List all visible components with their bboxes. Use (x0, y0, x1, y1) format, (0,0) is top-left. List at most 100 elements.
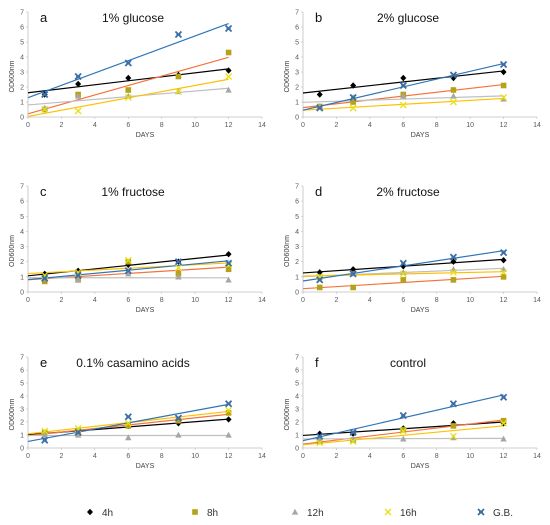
data-point (41, 106, 49, 113)
data-point (400, 435, 407, 442)
y-tick-label: 2 (295, 85, 299, 92)
data-point (124, 419, 132, 427)
data-point (74, 428, 82, 437)
data-point (125, 270, 132, 277)
x-tick-label: 14 (533, 453, 541, 460)
data-point (225, 266, 232, 273)
x-axis-title: DAYS (411, 307, 430, 314)
x-tick-label: 10 (191, 453, 199, 460)
data-point (225, 250, 232, 258)
trendline-12h (302, 95, 504, 103)
y-tick-label: 6 (20, 368, 24, 375)
data-point (449, 268, 457, 276)
x-tick-label: 12 (225, 453, 233, 460)
data-point (175, 431, 182, 438)
panel-title: 1% fructose (101, 185, 165, 199)
data-point (225, 276, 232, 283)
data-point (449, 98, 457, 106)
y-tick-label: 1 (295, 274, 299, 281)
panel-title: 1% glucose (102, 11, 164, 25)
x-tick-label: 6 (401, 297, 405, 304)
trendline-gb (302, 62, 504, 111)
legend-marker (384, 508, 392, 516)
x-tick-label: 4 (93, 122, 97, 129)
data-point (316, 104, 324, 112)
data-point (225, 86, 232, 93)
x-tick-label: 8 (160, 122, 164, 129)
x-tick-label: 2 (59, 122, 63, 129)
legend-marker (192, 509, 198, 515)
y-tick-label: 5 (20, 214, 24, 221)
data-point (124, 256, 132, 264)
series-8h (41, 49, 232, 113)
data-point (74, 107, 82, 115)
trendline-gb (302, 394, 504, 442)
data-point (125, 423, 132, 429)
data-point (400, 269, 407, 275)
x-tick-label: 0 (26, 297, 30, 304)
legend-marker (291, 508, 299, 515)
data-point (41, 431, 48, 438)
data-point (350, 266, 357, 273)
y-tick-label: 6 (295, 25, 299, 32)
trendline-16h (27, 262, 229, 275)
y-tick-label: 4 (295, 229, 299, 236)
x-tick-label: 12 (500, 122, 508, 129)
panel-letter: d (315, 184, 322, 199)
x-tick-label: 0 (301, 297, 305, 304)
data-point (225, 416, 232, 423)
series-4h (316, 68, 507, 98)
data-point (450, 258, 457, 265)
x-tick-label: 6 (401, 453, 405, 460)
series-12h (41, 431, 232, 441)
series-8h (316, 82, 507, 110)
data-point (316, 432, 324, 440)
x-tick-label: 8 (435, 453, 439, 460)
data-point (174, 264, 182, 272)
data-point (450, 277, 457, 283)
legend-item-16h: 16h (384, 508, 417, 519)
data-point (224, 24, 233, 33)
y-axis-title: OD600nm (284, 60, 291, 92)
data-point (225, 410, 232, 416)
legend-marker (87, 508, 93, 516)
panel-title: 0.1% casamino acids (76, 356, 189, 370)
series-gb (41, 24, 233, 99)
series-gb (41, 258, 233, 283)
data-point (224, 400, 233, 408)
legend-label: 8h (207, 508, 218, 519)
x-tick-label: 12 (500, 297, 508, 304)
x-tick-label: 10 (191, 297, 199, 304)
data-point (74, 276, 82, 283)
y-tick-label: 4 (20, 394, 24, 401)
x-tick-label: 10 (466, 297, 474, 304)
x-tick-label: 14 (258, 297, 266, 304)
data-point (449, 400, 458, 408)
data-point (350, 82, 357, 89)
data-point (399, 259, 407, 267)
data-point (75, 267, 82, 274)
legend-marker (477, 508, 485, 516)
data-point (316, 435, 323, 442)
data-point (500, 435, 507, 442)
y-tick-label: 2 (295, 259, 299, 266)
data-point (75, 428, 81, 434)
y-tick-label: 7 (295, 10, 299, 17)
series-gb (316, 248, 508, 284)
data-point (499, 248, 508, 257)
x-tick-label: 4 (93, 297, 97, 304)
y-tick-label: 5 (295, 214, 299, 221)
data-point (316, 284, 323, 291)
data-point (500, 82, 507, 89)
data-point (450, 92, 457, 99)
y-tick-label: 0 (20, 446, 24, 453)
data-point (74, 72, 82, 81)
data-point (400, 277, 407, 283)
y-tick-label: 1 (295, 100, 299, 107)
x-tick-label: 10 (466, 122, 474, 129)
data-point (41, 90, 49, 99)
trendline-4h (302, 70, 504, 94)
x-tick-label: 8 (435, 122, 439, 129)
data-point (349, 438, 357, 445)
